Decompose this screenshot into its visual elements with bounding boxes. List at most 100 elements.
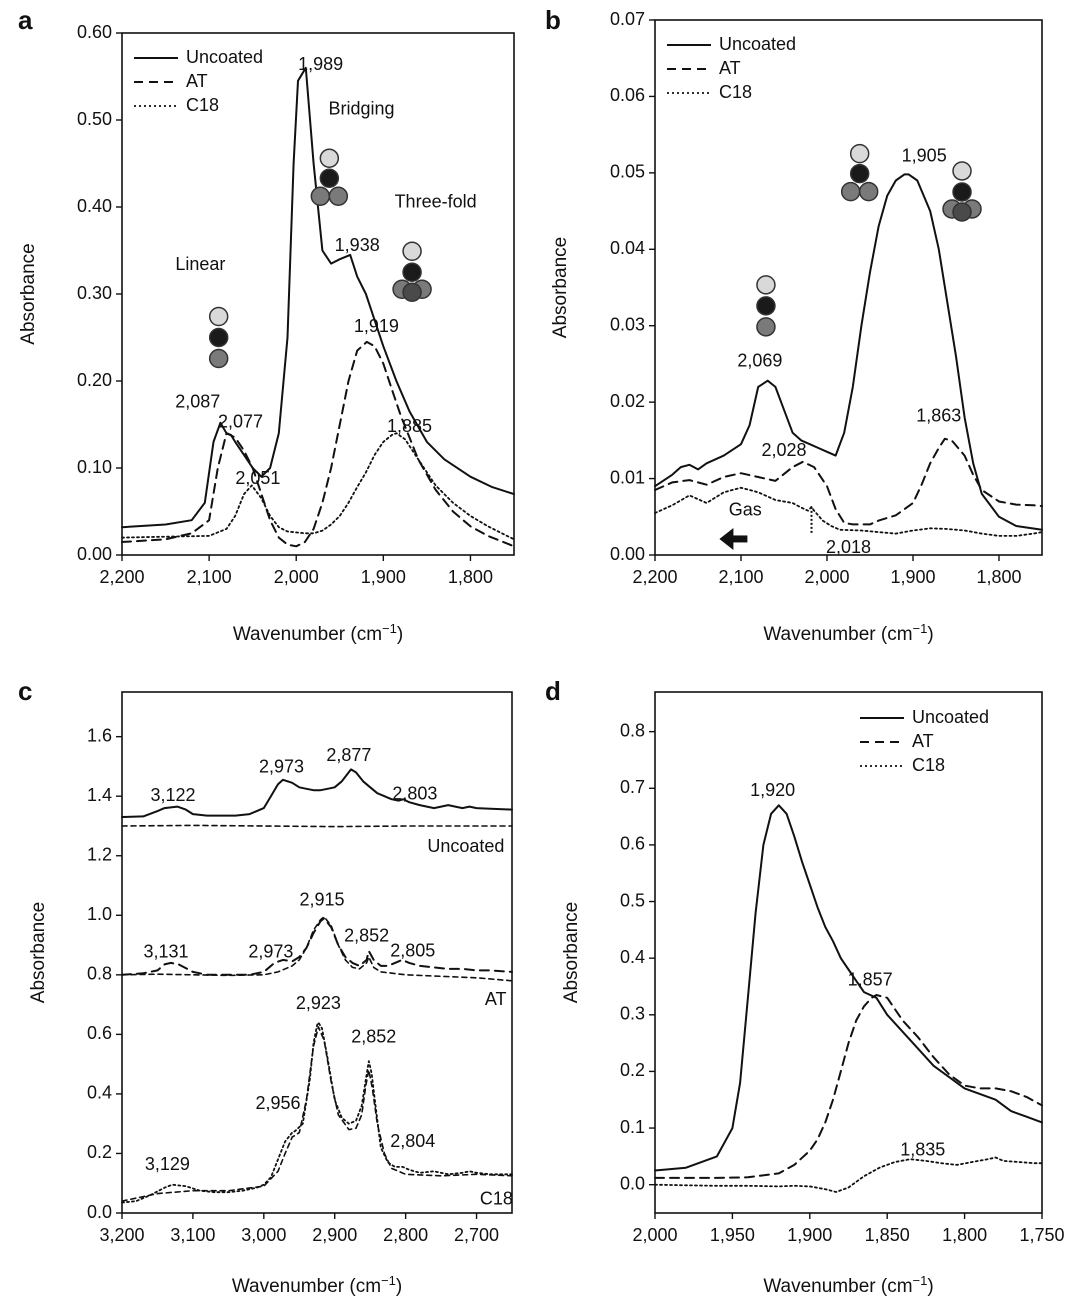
- carbon-atom: [952, 182, 972, 202]
- x-tick-label: 2,200: [99, 567, 144, 587]
- y-tick-label: 0.06: [610, 85, 645, 105]
- x-axis-label-sup: −1: [382, 621, 397, 636]
- series-line-uncoated: [121, 768, 513, 818]
- x-axis-label: Wavenumber (cm−1): [232, 1273, 402, 1298]
- plot-frame: [654, 691, 1043, 1214]
- peak-annotation: 1,920: [750, 780, 795, 800]
- legend: Uncoated AT C18: [667, 34, 796, 102]
- panel-letter: b: [545, 5, 561, 35]
- peak-annotation: 2,852: [351, 1027, 396, 1047]
- series-line-c18: [654, 486, 1043, 537]
- x-tick-label: 2,100: [187, 567, 232, 587]
- peak-annotation: Linear: [175, 254, 225, 274]
- y-tick-label: 0.4: [87, 1083, 112, 1103]
- peak-annotation: 2,018: [826, 537, 871, 557]
- y-tick-label: 0.01: [610, 467, 645, 487]
- peak-annotation: 1,905: [902, 146, 947, 166]
- peak-annotation: 2,915: [299, 890, 344, 910]
- panel-d: d 2,000 1,950 1,900 1,850 1,800 1,750 0.0 0.1 0.2…: [545, 676, 1065, 1297]
- peak-annotation: Three-fold: [395, 191, 477, 211]
- series-line-c18-reference: [121, 1026, 513, 1202]
- peak-annotation: 1,835: [900, 1139, 945, 1159]
- x-tick-label: 1,800: [976, 567, 1021, 587]
- peak-annotation: AT: [485, 989, 507, 1009]
- series-line-at: [654, 994, 1043, 1179]
- peak-annotation: 2,877: [326, 745, 371, 765]
- peak-annotation: 2,087: [175, 392, 220, 412]
- metal-atom: [952, 202, 972, 222]
- series-line-at: [654, 437, 1043, 526]
- legend-label-c18: C18: [186, 95, 219, 115]
- y-tick-label: 0.05: [610, 162, 645, 182]
- y-tick-label: 1.4: [87, 785, 112, 805]
- peak-annotation: Uncoated: [427, 836, 504, 856]
- y-tick-label: 0.8: [87, 964, 112, 984]
- x-tick-label: 2,200: [632, 567, 677, 587]
- metal-atom: [310, 186, 331, 207]
- linear-co-adsorption-icon: [208, 306, 229, 369]
- peak-annotation: Bridging: [329, 98, 395, 118]
- legend-label-c18: C18: [719, 82, 752, 102]
- y-tick-label: 0.8: [620, 720, 645, 740]
- panel-c: c 3,200 3,100 3,000 2,900 2,800 2,700 0.0 0.2 0.4…: [18, 676, 513, 1297]
- x-tick-label: 2,000: [632, 1225, 677, 1245]
- carbon-atom: [402, 262, 422, 282]
- peak-annotation: 2,956: [255, 1093, 300, 1113]
- y-tick-label: 0.0: [620, 1173, 645, 1193]
- x-tick-label: 3,000: [241, 1225, 286, 1245]
- x-axis-label-end: ): [396, 1276, 402, 1297]
- peak-annotation: 2,077: [218, 412, 263, 432]
- x-axis-label-sup: −1: [913, 1273, 928, 1288]
- panel-b: b 2,200 2,100 2,000 1,900 1,800 0.00 0.01 0.02 0.…: [545, 5, 1043, 646]
- x-axis-label-end: ): [927, 1276, 933, 1297]
- y-axis-label: Absorbance: [18, 243, 39, 344]
- left-arrow-icon: [719, 527, 748, 550]
- y-tick-label: 0.30: [77, 283, 112, 303]
- carbon-atom: [849, 163, 870, 184]
- legend-label-at: AT: [912, 731, 934, 751]
- metal-atom: [328, 186, 349, 207]
- x-tick-label: 2,700: [454, 1225, 499, 1245]
- y-tick-label: 0.3: [620, 1004, 645, 1024]
- x-axis-label-main: Wavenumber (cm: [763, 1276, 912, 1297]
- peak-annotation: 2,852: [344, 925, 389, 945]
- x-tick-label: 2,000: [274, 567, 319, 587]
- y-tick-label: 0.6: [620, 834, 645, 854]
- carbon-atom: [208, 327, 229, 348]
- peak-annotation: 2,923: [296, 993, 341, 1013]
- y-tick-label: 0.2: [620, 1060, 645, 1080]
- series-line-uncoated: [121, 66, 515, 529]
- peak-annotation: 1,938: [335, 235, 380, 255]
- threefold-co-adsorption-icon: [392, 241, 432, 302]
- panel-letter: d: [545, 676, 561, 706]
- x-tick-label: 1,800: [942, 1225, 987, 1245]
- series-line-uncoated: [654, 173, 1043, 531]
- peak-annotation: 2,069: [737, 350, 782, 370]
- oxygen-atom: [402, 241, 422, 261]
- carbon-atom: [756, 296, 776, 316]
- x-axis-label: Wavenumber (cm−1): [763, 621, 933, 646]
- x-tick-label: 1,900: [361, 567, 406, 587]
- y-tick-label: 0.40: [77, 196, 112, 216]
- peak-annotation: 3,122: [151, 785, 196, 805]
- peak-annotation: 1,919: [354, 316, 399, 336]
- x-axis-label-main: Wavenumber (cm: [763, 624, 912, 645]
- x-tick-label: 1,850: [865, 1225, 910, 1245]
- y-tick-label: 0.20: [77, 370, 112, 390]
- y-tick-label: 0.60: [77, 22, 112, 42]
- legend-label-uncoated: Uncoated: [719, 34, 796, 54]
- x-tick-label: 3,200: [99, 1225, 144, 1245]
- y-tick-label: 1.0: [87, 904, 112, 924]
- plot-frame: [654, 19, 1043, 556]
- y-tick-label: 0.1: [620, 1117, 645, 1137]
- y-tick-label: 0.50: [77, 109, 112, 129]
- legend-label-uncoated: Uncoated: [186, 47, 263, 67]
- peak-annotation: 2,028: [761, 440, 806, 460]
- oxygen-atom: [849, 143, 870, 164]
- oxygen-atom: [319, 148, 340, 169]
- y-tick-label: 0.7: [620, 777, 645, 797]
- metal-atom: [402, 282, 422, 302]
- panel-letter: c: [18, 676, 32, 706]
- legend: Uncoated AT C18: [134, 47, 263, 115]
